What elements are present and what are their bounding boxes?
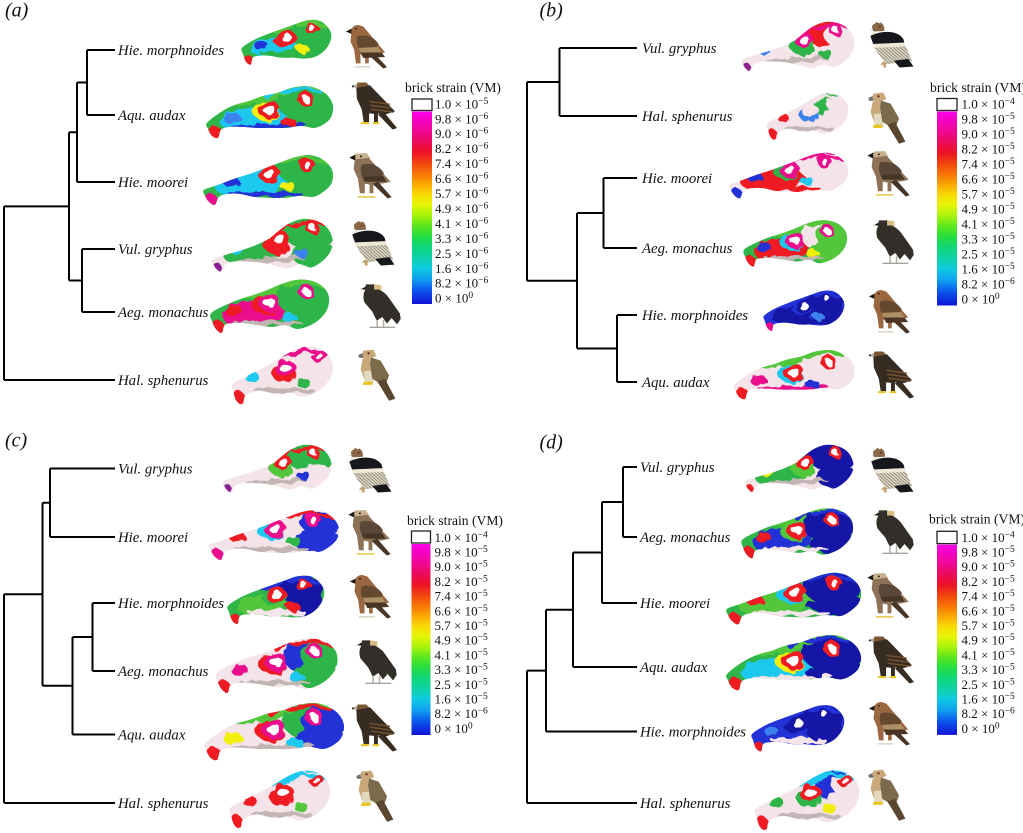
svg-text:6.6 × 10−5: 6.6 × 10−5: [962, 603, 1015, 618]
svg-text:2.5 × 10−5: 2.5 × 10−5: [962, 677, 1015, 692]
svg-text:Aqu. audax: Aqu. audax: [641, 375, 710, 391]
svg-text:8.2 × 10−5: 8.2 × 10−5: [435, 574, 488, 589]
svg-text:Vul. gryphus: Vul. gryphus: [640, 460, 715, 476]
svg-text:Vul. gryphus: Vul. gryphus: [642, 41, 717, 57]
svg-text:brick strain (VM): brick strain (VM): [405, 80, 501, 96]
svg-text:6.6 × 10−5: 6.6 × 10−5: [435, 603, 488, 618]
svg-text:5.7 × 10−5: 5.7 × 10−5: [962, 186, 1015, 201]
svg-text:(a): (a): [5, 0, 29, 22]
svg-text:1.0 × 10−4: 1.0 × 10−4: [962, 96, 1015, 111]
svg-text:2.5 × 10−6: 2.5 × 10−6: [435, 246, 488, 261]
svg-text:5.7 × 10−5: 5.7 × 10−5: [962, 618, 1015, 633]
svg-text:Aeg. monachus: Aeg. monachus: [117, 664, 209, 680]
svg-text:Aeg. monachus: Aeg. monachus: [117, 305, 209, 321]
svg-text:Hal. sphenurus: Hal. sphenurus: [117, 373, 209, 389]
svg-text:8.2 × 10−6: 8.2 × 10−6: [435, 706, 488, 721]
svg-text:Hie. morphnoides: Hie. morphnoides: [639, 724, 746, 740]
svg-text:3.3 × 10−5: 3.3 × 10−5: [962, 231, 1015, 246]
svg-text:4.9 × 10−5: 4.9 × 10−5: [962, 633, 1015, 648]
svg-text:(b): (b): [540, 0, 564, 22]
svg-text:2.5 × 10−5: 2.5 × 10−5: [435, 677, 488, 692]
svg-text:Hie. morphnoides: Hie. morphnoides: [641, 308, 748, 324]
svg-text:Hie. moorei: Hie. moorei: [639, 596, 710, 612]
svg-text:0 × 100: 0 × 100: [962, 291, 1000, 306]
svg-text:9.0 × 10−5: 9.0 × 10−5: [435, 559, 488, 574]
svg-text:9.0 × 10−5: 9.0 × 10−5: [962, 559, 1015, 574]
svg-text:3.3 × 10−5: 3.3 × 10−5: [435, 662, 488, 677]
svg-text:1.0 × 10−5: 1.0 × 10−5: [435, 96, 488, 111]
svg-text:4.1 × 10−6: 4.1 × 10−6: [435, 216, 488, 231]
svg-text:8.2 × 10−5: 8.2 × 10−5: [962, 574, 1015, 589]
svg-text:7.4 × 10−5: 7.4 × 10−5: [435, 589, 488, 604]
svg-text:9.8 × 10−6: 9.8 × 10−6: [435, 111, 488, 126]
svg-text:Vul. gryphus: Vul. gryphus: [118, 461, 193, 477]
svg-text:(d): (d): [540, 432, 564, 454]
svg-text:4.1 × 10−5: 4.1 × 10−5: [962, 647, 1015, 662]
svg-text:6.6 × 10−6: 6.6 × 10−6: [435, 171, 488, 186]
svg-text:0 × 100: 0 × 100: [435, 291, 473, 306]
svg-text:7.4 × 10−5: 7.4 × 10−5: [962, 156, 1015, 171]
svg-text:5.7 × 10−6: 5.7 × 10−6: [435, 186, 488, 201]
svg-text:Hal. sphenurus: Hal. sphenurus: [117, 796, 209, 812]
svg-text:4.9 × 10−6: 4.9 × 10−6: [435, 201, 488, 216]
svg-text:7.4 × 10−5: 7.4 × 10−5: [962, 589, 1015, 604]
svg-text:4.9 × 10−5: 4.9 × 10−5: [435, 633, 488, 648]
svg-text:Hie. moorei: Hie. moorei: [641, 171, 712, 187]
svg-text:Hie. moorei: Hie. moorei: [117, 530, 188, 546]
svg-text:Aqu. audax: Aqu. audax: [639, 660, 708, 676]
svg-text:9.8 × 10−5: 9.8 × 10−5: [962, 111, 1015, 126]
svg-text:1.6 × 10−5: 1.6 × 10−5: [435, 692, 488, 707]
svg-text:9.0 × 10−6: 9.0 × 10−6: [435, 126, 488, 141]
svg-text:0 × 100: 0 × 100: [962, 721, 1000, 736]
svg-text:0 × 100: 0 × 100: [435, 721, 473, 736]
svg-text:1.6 × 10−6: 1.6 × 10−6: [435, 261, 488, 276]
svg-text:1.6 × 10−5: 1.6 × 10−5: [962, 692, 1015, 707]
svg-text:Vul. gryphus: Vul. gryphus: [118, 242, 193, 258]
svg-text:brick strain (VM): brick strain (VM): [929, 512, 1023, 528]
svg-text:Hal. sphenurus: Hal. sphenurus: [639, 796, 731, 812]
svg-text:4.1 × 10−5: 4.1 × 10−5: [435, 647, 488, 662]
svg-text:3.3 × 10−5: 3.3 × 10−5: [962, 662, 1015, 677]
svg-text:9.0 × 10−5: 9.0 × 10−5: [962, 126, 1015, 141]
svg-text:Aqu. audax: Aqu. audax: [117, 108, 186, 124]
svg-text:(c): (c): [5, 430, 28, 452]
svg-text:8.2 × 10−6: 8.2 × 10−6: [435, 276, 488, 291]
svg-text:brick strain (VM): brick strain (VM): [930, 80, 1023, 96]
svg-text:9.8 × 10−5: 9.8 × 10−5: [435, 545, 488, 560]
svg-text:3.3 × 10−6: 3.3 × 10−6: [435, 231, 488, 246]
svg-text:5.7 × 10−5: 5.7 × 10−5: [435, 618, 488, 633]
svg-text:Hal. sphenurus: Hal. sphenurus: [641, 109, 733, 125]
svg-text:1.0 × 10−4: 1.0 × 10−4: [962, 530, 1015, 545]
svg-text:8.2 × 10−6: 8.2 × 10−6: [962, 276, 1015, 291]
svg-text:brick strain (VM): brick strain (VM): [407, 513, 503, 529]
svg-text:9.8 × 10−5: 9.8 × 10−5: [962, 545, 1015, 560]
svg-text:1.0 × 10−4: 1.0 × 10−4: [435, 530, 488, 545]
svg-text:Hie. morphnoides: Hie. morphnoides: [117, 43, 224, 59]
svg-text:8.2 × 10−5: 8.2 × 10−5: [962, 141, 1015, 156]
svg-text:8.2 × 10−6: 8.2 × 10−6: [435, 141, 488, 156]
svg-text:Aqu. audax: Aqu. audax: [117, 727, 186, 743]
svg-text:Hie. moorei: Hie. moorei: [117, 175, 188, 191]
svg-text:Aeg. monachus: Aeg. monachus: [639, 530, 731, 546]
svg-text:4.9 × 10−5: 4.9 × 10−5: [962, 201, 1015, 216]
svg-text:4.1 × 10−5: 4.1 × 10−5: [962, 216, 1015, 231]
svg-text:6.6 × 10−5: 6.6 × 10−5: [962, 171, 1015, 186]
svg-text:Hie. morphnoides: Hie. morphnoides: [117, 596, 224, 612]
svg-text:1.6 × 10−5: 1.6 × 10−5: [962, 261, 1015, 276]
svg-text:8.2 × 10−6: 8.2 × 10−6: [962, 706, 1015, 721]
svg-text:7.4 × 10−6: 7.4 × 10−6: [435, 156, 488, 171]
svg-text:Aeg. monachus: Aeg. monachus: [641, 241, 733, 257]
svg-text:2.5 × 10−5: 2.5 × 10−5: [962, 246, 1015, 261]
